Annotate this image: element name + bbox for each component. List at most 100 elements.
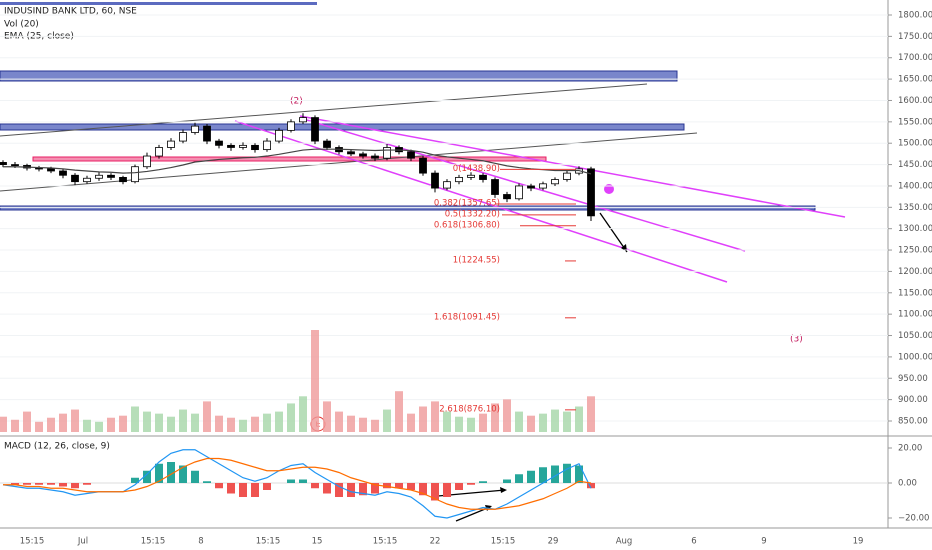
volume-bar: [119, 415, 127, 432]
ema-line: [3, 148, 592, 175]
histogram-bar: [455, 483, 463, 490]
histogram-bar: [347, 483, 355, 497]
y-tick-label: 0.00: [898, 479, 917, 489]
volume-bar: [143, 411, 151, 432]
fib-label: 0.382(1357.65): [434, 199, 500, 209]
y-tick-label: 1550.00: [898, 117, 932, 127]
candle-body: [491, 179, 499, 195]
candle-body: [215, 140, 223, 146]
histogram-bar: [479, 481, 487, 483]
channel-line: [299, 115, 846, 218]
y-tick-label: 950.00: [898, 374, 928, 384]
candle-body: [143, 155, 151, 168]
volume-bar: [371, 419, 379, 432]
candle-body: [71, 174, 79, 183]
trendline: [0, 83, 648, 137]
histogram-bar: [551, 465, 559, 483]
candle-body: [179, 132, 187, 142]
histogram-bar: [335, 483, 343, 497]
volume-bar: [107, 417, 115, 432]
x-tick-label: Jul: [77, 537, 88, 547]
y-tick-label: 1050.00: [898, 331, 932, 341]
signal-icon: [604, 184, 614, 194]
candle-body: [251, 144, 259, 151]
volume-bar: [395, 391, 403, 432]
y-tick-label: −20.00: [898, 514, 929, 524]
y-tick-label: 850.00: [898, 417, 928, 427]
volume-bar: [455, 416, 463, 432]
y-tick-label: 1200.00: [898, 267, 932, 277]
histogram-bar: [251, 483, 259, 497]
histogram-bar: [311, 483, 319, 489]
histogram-bar: [503, 479, 511, 483]
volume-bar: [467, 417, 475, 432]
indicator-label: Vol (20): [4, 20, 39, 30]
volume-bar: [287, 403, 295, 432]
y-tick-label: 1450.00: [898, 160, 932, 170]
histogram-bar: [167, 462, 175, 483]
wave-label: (3): [790, 335, 803, 345]
candle-body: [275, 129, 283, 142]
histogram-bar: [431, 483, 439, 501]
volume-bar: [407, 413, 415, 432]
volume-bar: [323, 401, 331, 432]
histogram-bar: [527, 470, 535, 483]
candle-body: [299, 117, 307, 123]
volume-bar: [23, 411, 31, 432]
fib-label: 1(1224.55): [453, 255, 500, 265]
arrow: [599, 212, 628, 253]
fib-label: 0.5(1332.20): [445, 209, 500, 219]
candle-body: [503, 194, 511, 200]
volume-bar: [491, 403, 499, 432]
histogram-bar: [383, 483, 391, 489]
volume-bar: [83, 419, 91, 432]
volume-bar: [239, 419, 247, 432]
x-tick-label: 15:15: [256, 537, 281, 547]
volume-bar: [431, 401, 439, 432]
trendline: [0, 132, 698, 192]
zone: [0, 123, 685, 131]
candle-body: [167, 140, 175, 148]
x-tick-label: 15:15: [373, 537, 398, 547]
candle-body: [407, 151, 415, 159]
volume-bar: [227, 417, 235, 432]
volume-bar: [59, 413, 67, 432]
volume-bar: [551, 409, 559, 432]
volume-bar: [95, 421, 103, 432]
candle-body: [515, 185, 523, 200]
x-tick-label: 19: [853, 537, 864, 547]
volume-bar: [563, 411, 571, 432]
histogram-bar: [227, 483, 235, 494]
candle-body: [203, 125, 211, 142]
zone: [0, 70, 678, 82]
volume-bar: [275, 411, 283, 432]
histogram-bar: [11, 483, 19, 485]
chart-title: INDUSIND BANK LTD, 60, NSE: [4, 7, 137, 17]
y-tick-label: 1600.00: [898, 96, 932, 106]
histogram-bar: [575, 465, 583, 483]
histogram-bar: [323, 483, 331, 494]
y-tick-label: 1250.00: [898, 246, 932, 256]
y-tick-label: 1750.00: [898, 32, 932, 42]
histogram-bar: [83, 483, 91, 485]
volume-bar: [251, 416, 259, 432]
wave-label: (2): [290, 97, 303, 107]
volume-bar: [479, 413, 487, 432]
x-tick-label: 15:15: [491, 537, 516, 547]
y-tick-label: 1400.00: [898, 181, 932, 191]
volume-bar: [443, 411, 451, 432]
volume-bar: [419, 406, 427, 432]
candle-body: [131, 166, 139, 183]
indicator-label: MACD (12, 26, close, 9): [4, 442, 110, 452]
candle-body: [107, 174, 115, 178]
candle-body: [419, 157, 427, 174]
x-tick-label: 15:15: [141, 537, 166, 547]
candle-body: [311, 117, 319, 142]
volume-bar: [527, 415, 535, 432]
histogram-bar: [239, 483, 247, 497]
y-tick-label: 20.00: [898, 444, 922, 454]
candle-body: [383, 147, 391, 159]
histogram-bar: [203, 481, 211, 483]
volume-bar: [71, 409, 79, 432]
volume-bar: [359, 417, 367, 432]
